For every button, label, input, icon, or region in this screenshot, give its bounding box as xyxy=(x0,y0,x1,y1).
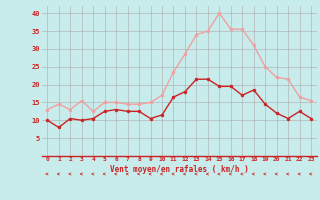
X-axis label: Vent moyen/en rafales ( km/h ): Vent moyen/en rafales ( km/h ) xyxy=(110,165,249,174)
